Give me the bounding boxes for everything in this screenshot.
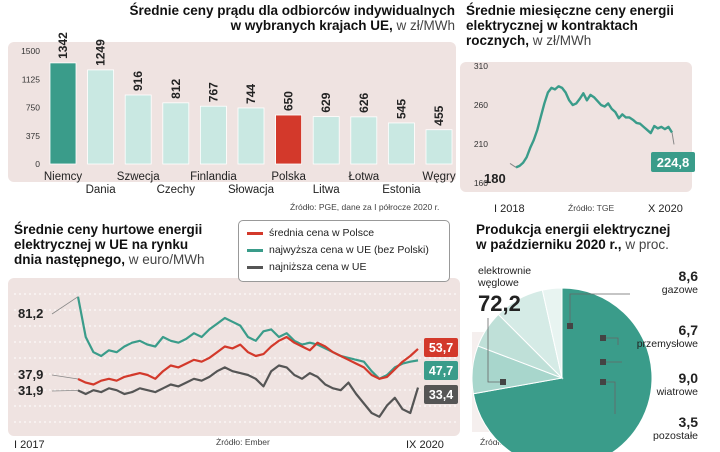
bar-source: Źródło: PGE, dane za I półrocze 2020 r. <box>290 202 440 212</box>
wholesale-source: Źródło: Ember <box>216 437 270 447</box>
legend-item-min: najniższa cena w UE <box>247 261 366 273</box>
pie-item-wiatrowe: 9,0 wiatrowe <box>656 370 698 398</box>
monthly-panel-bg <box>460 62 692 192</box>
pie-frame <box>472 332 608 432</box>
category-label: Czechy <box>157 184 196 196</box>
pie-slice <box>471 345 564 395</box>
pie-item-przemyslowe: 6,7 przemysłowe <box>636 322 698 350</box>
x-start-label: I 2018 <box>494 203 525 215</box>
pie-slice <box>541 287 563 379</box>
x-end-label: IX 2020 <box>406 439 444 451</box>
bar-panel-bg <box>8 42 456 182</box>
pie-marker <box>600 359 606 365</box>
category-label: Słowacja <box>228 184 275 196</box>
pie-marker <box>500 379 506 385</box>
x-end-label: X 2020 <box>648 203 683 215</box>
wholesale-chart-title: Średnie ceny hurtowe energii elektryczne… <box>14 222 205 267</box>
monthly-chart-title: Średnie miesięczne ceny energii elektryc… <box>466 3 674 48</box>
category-label: Litwa <box>313 184 340 196</box>
category-label: Estonia <box>382 184 421 196</box>
pie-slice <box>477 313 563 379</box>
wholesale-panel-bg <box>8 278 460 436</box>
monthly-source: Źródło: TGE <box>568 203 615 213</box>
legend-item-poland: średnia cena w Polsce <box>247 227 374 239</box>
pie-source: Źródło: PSE <box>480 437 526 447</box>
pie-marker <box>600 379 606 385</box>
pie-leader <box>487 318 503 383</box>
pie-backdrop <box>472 332 608 432</box>
pie-item-gazowe: 8,6 gazowe <box>661 268 698 296</box>
pie-chart-title: Produkcja energii elektrycznej w paździe… <box>476 222 671 252</box>
pie-item-pozostale: 3,5 pozostałe <box>653 414 698 442</box>
pie-marker <box>567 323 573 329</box>
category-label: Dania <box>86 184 117 196</box>
x-start-label: I 2017 <box>14 439 45 451</box>
bar-chart-title: Średnie ceny prądu dla odbiorców indywid… <box>129 3 455 33</box>
pie-marker <box>600 335 606 341</box>
legend-item-max: najwyższa cena w UE (bez Polski) <box>247 244 429 256</box>
pie-leader <box>603 381 616 414</box>
pie-main-value: 72,2 <box>478 291 521 316</box>
wholesale-legend: średnia cena w Polsce najwyższa cena w U… <box>238 220 450 282</box>
pie-main-label: elektrownie węglowe <box>478 265 532 289</box>
